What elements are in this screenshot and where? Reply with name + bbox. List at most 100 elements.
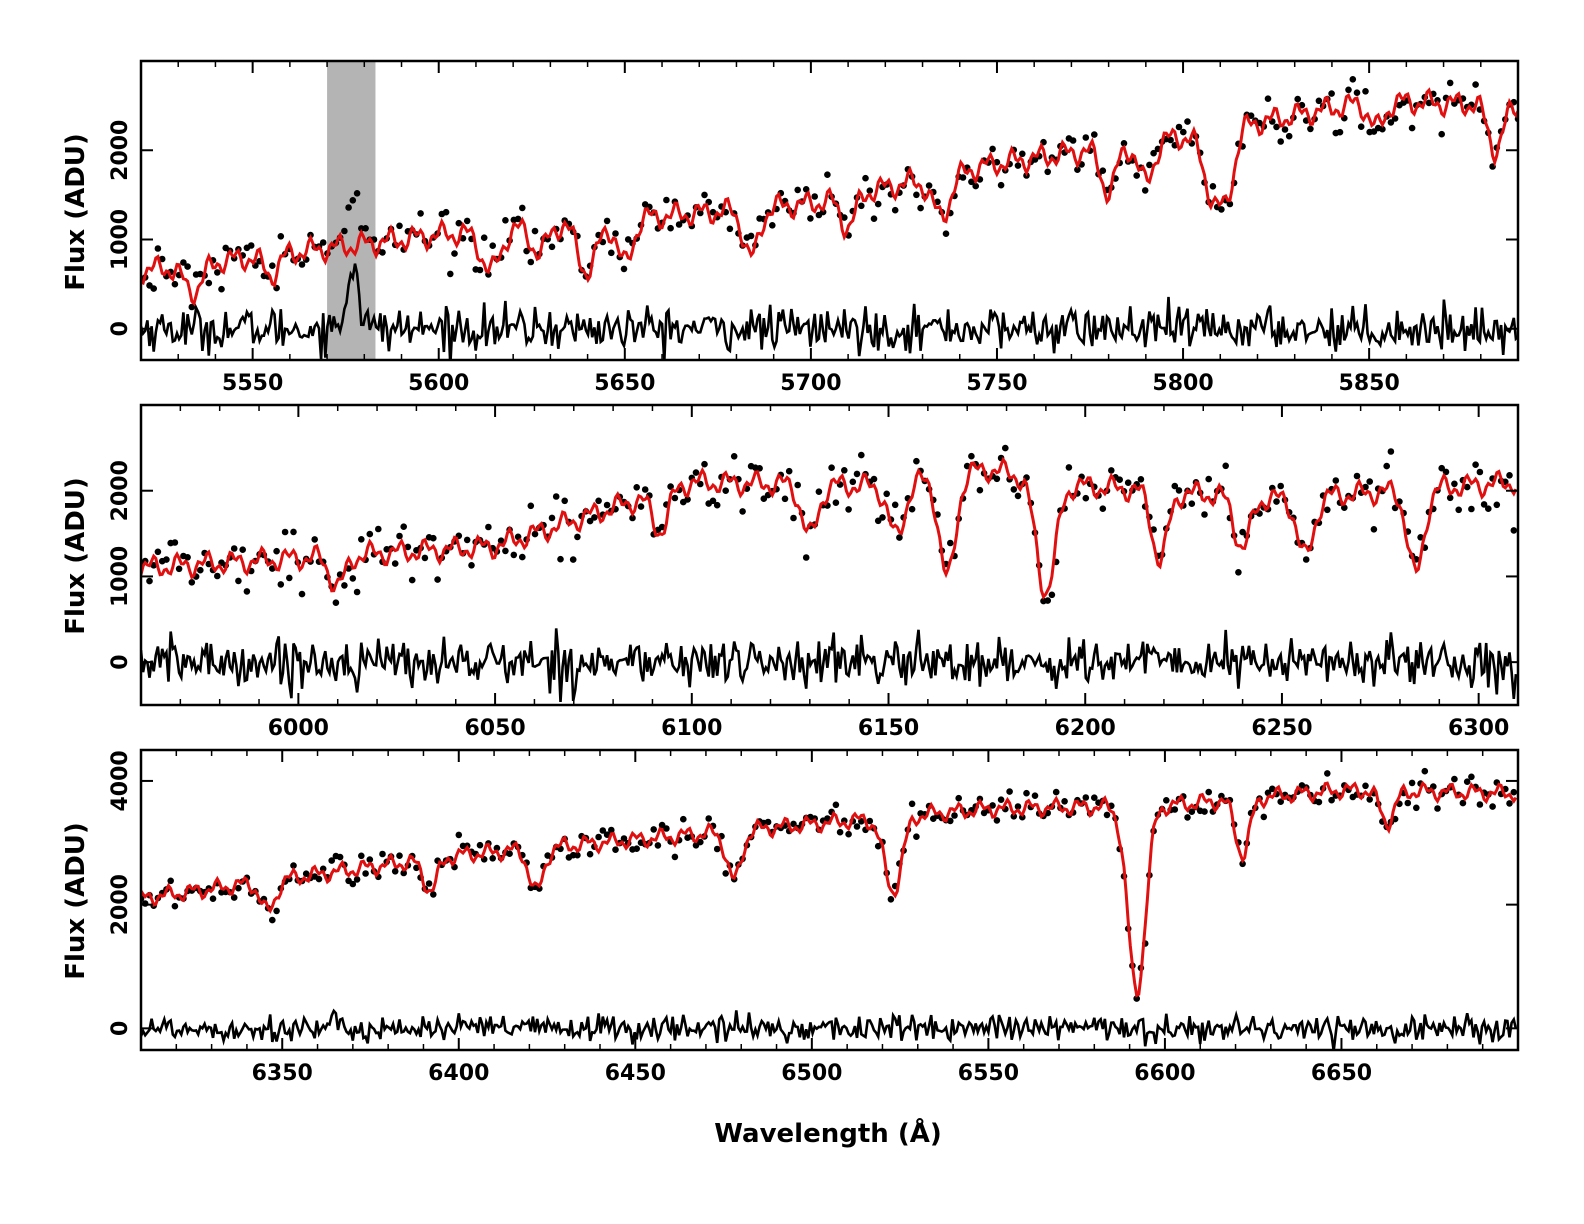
data-point — [633, 845, 640, 852]
x-axis-label: Wavelength (Å) — [714, 1117, 941, 1149]
data-point — [514, 215, 522, 223]
data-point — [1451, 775, 1458, 783]
data-point — [968, 178, 975, 186]
data-point — [1370, 526, 1378, 533]
data-point — [1184, 118, 1191, 125]
data-point — [1205, 475, 1212, 483]
data-point — [358, 536, 365, 543]
data-point — [349, 880, 357, 888]
x-tick-label: 6600 — [1134, 1061, 1195, 1086]
data-point — [641, 486, 649, 493]
data-point — [1281, 126, 1289, 133]
data-point — [764, 818, 772, 826]
data-point — [366, 856, 374, 863]
data-point — [709, 208, 717, 216]
data-points — [141, 767, 1518, 1002]
data-point — [671, 494, 679, 502]
data-point — [790, 820, 797, 828]
data-point — [548, 243, 556, 251]
data-point — [158, 255, 166, 263]
data-point — [1417, 534, 1424, 541]
data-point — [408, 576, 416, 584]
data-point — [1133, 995, 1140, 1002]
panel-2-ylabel: Flux (ADU) — [61, 477, 91, 635]
data-point — [391, 560, 399, 567]
data-point — [874, 200, 882, 208]
data-point — [1434, 805, 1441, 812]
data-point — [697, 838, 704, 846]
data-point — [531, 227, 539, 235]
data-point — [658, 523, 666, 531]
data-point — [413, 864, 420, 872]
data-point — [802, 554, 810, 561]
data-point — [1171, 482, 1179, 490]
data-point — [841, 214, 848, 221]
panel-frame — [139, 59, 1520, 362]
data-point — [794, 186, 801, 194]
data-point — [650, 826, 657, 833]
data-point — [502, 217, 509, 224]
data-point — [552, 493, 560, 500]
data-point — [612, 846, 619, 853]
data-point — [1141, 187, 1149, 194]
data-point — [1205, 788, 1212, 796]
data-point — [163, 556, 170, 563]
data-point — [1383, 462, 1390, 470]
data-point — [332, 599, 340, 606]
data-point — [845, 830, 852, 838]
x-tick-label: 6450 — [605, 1061, 666, 1086]
data-point — [925, 182, 933, 189]
x-tick-label: 5600 — [408, 371, 469, 396]
data-point — [858, 202, 865, 210]
x-tick-label: 6650 — [1311, 1061, 1372, 1086]
data-point — [603, 217, 611, 225]
data-point — [891, 501, 899, 509]
data-point — [417, 210, 424, 217]
data-point — [993, 158, 1001, 166]
data-point — [1019, 813, 1026, 821]
data-point — [697, 480, 704, 488]
data-point — [175, 565, 183, 573]
data-point — [1061, 798, 1068, 805]
data-point — [620, 265, 628, 273]
data-point — [1010, 813, 1018, 820]
data-point — [1201, 808, 1208, 815]
data-point — [531, 530, 539, 538]
data-point — [277, 233, 285, 240]
data-point — [230, 894, 238, 901]
panel-1: Flux (ADU) 5550 5600 5650 5700 5750 5800 5850 0… — [61, 59, 1520, 396]
data-point — [1023, 789, 1030, 797]
data-point — [1425, 99, 1433, 107]
data-point — [180, 259, 187, 266]
data-point — [722, 870, 729, 877]
data-point — [1391, 115, 1399, 122]
data-point — [1163, 797, 1170, 804]
data-point — [1459, 799, 1467, 807]
data-point — [1171, 806, 1179, 813]
data-point — [298, 261, 306, 268]
data-point — [781, 495, 789, 503]
data-point — [171, 902, 179, 910]
y-tick-label: 1000 — [108, 546, 133, 607]
data-point — [697, 209, 704, 217]
data-point — [701, 191, 708, 199]
data-point — [1247, 112, 1255, 119]
data-point — [353, 588, 361, 596]
data-point — [468, 562, 475, 569]
data-point — [1353, 89, 1361, 96]
data-point — [853, 470, 861, 478]
y-tick-label: 4000 — [108, 750, 133, 811]
data-point — [1493, 501, 1501, 509]
data-point — [769, 222, 776, 229]
data-point — [1366, 478, 1373, 485]
x-tick-label: 5550 — [222, 371, 283, 396]
x-tick-label: 6300 — [1448, 716, 1509, 741]
data-points — [141, 444, 1518, 606]
data-point — [328, 857, 336, 864]
data-point — [1285, 132, 1293, 140]
data-point — [1137, 476, 1145, 483]
data-point — [955, 794, 962, 802]
data-point — [1506, 800, 1513, 807]
data-point — [353, 876, 361, 883]
panel-2: Flux (ADU) 6000 6050 6100 6150 6200 6250 6300 0… — [61, 403, 1520, 741]
